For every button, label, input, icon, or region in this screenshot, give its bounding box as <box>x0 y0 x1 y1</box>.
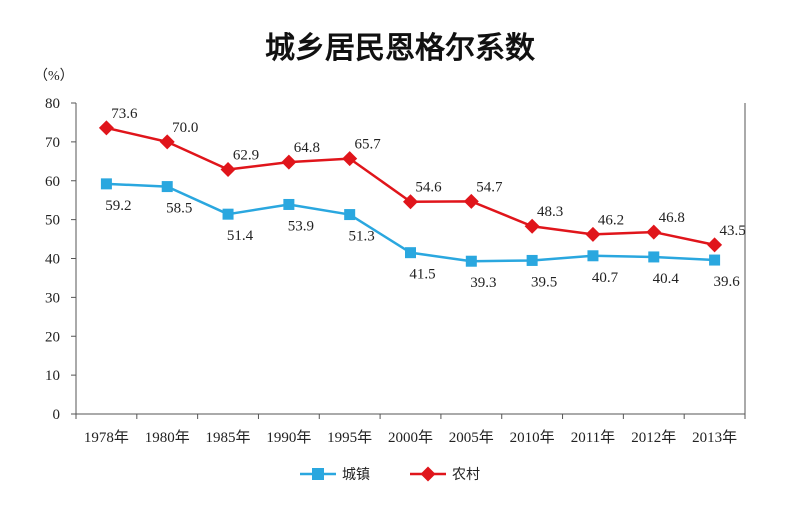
data-label: 54.6 <box>415 180 442 196</box>
chart-title: 城乡居民恩格尔系数 <box>265 31 536 66</box>
y-tick-label: 60 <box>45 174 60 190</box>
data-label: 51.3 <box>349 229 375 245</box>
y-tick-label: 40 <box>45 252 60 268</box>
data-label: 59.2 <box>105 198 131 214</box>
data-point <box>585 226 601 242</box>
data-point <box>646 224 662 240</box>
data-label: 46.2 <box>598 212 624 228</box>
x-tick-label: 1985年 <box>206 429 251 446</box>
data-point <box>161 181 173 193</box>
data-point <box>344 209 356 221</box>
legend-marker <box>312 468 324 480</box>
data-label: 41.5 <box>409 267 435 283</box>
y-tick-label: 70 <box>45 135 60 151</box>
data-label: 65.7 <box>355 137 382 153</box>
axes: 0 10 20 30 40 50 60 70 80 1978年 1980年 1985年 1990年 199… <box>45 96 746 446</box>
data-point <box>98 120 114 136</box>
data-label: 53.9 <box>288 218 314 234</box>
x-tick-label: 2012年 <box>631 429 676 446</box>
data-point <box>648 251 660 263</box>
series-城镇: 59.2 58.5 51.4 53.9 51.3 41.5 39.3 39.5 40.7 40.4… <box>100 178 740 291</box>
data-label: 64.8 <box>294 140 320 156</box>
data-label: 70.0 <box>172 120 198 136</box>
data-label: 39.5 <box>531 274 557 290</box>
y-tick-label: 10 <box>45 368 60 384</box>
data-label: 43.5 <box>719 223 745 239</box>
data-label: 54.7 <box>476 179 503 195</box>
data-point <box>222 208 234 220</box>
y-tick-label: 20 <box>45 329 60 345</box>
data-label: 39.6 <box>713 274 740 290</box>
x-tick-label: 1995年 <box>327 429 372 446</box>
x-tick-label: 2011年 <box>571 429 615 446</box>
data-point <box>281 154 297 170</box>
series-农村: 73.6 70.0 62.9 64.8 65.7 54.6 54.7 48.3 46.2 46.8… <box>98 106 746 253</box>
y-tick-label: 30 <box>45 290 60 306</box>
data-label: 46.8 <box>659 210 685 226</box>
data-point <box>100 178 112 190</box>
data-point <box>587 250 599 262</box>
data-point <box>159 134 175 150</box>
data-point <box>283 198 295 210</box>
x-tick-label: 2000年 <box>388 429 433 446</box>
data-label: 48.3 <box>537 204 563 220</box>
data-point <box>463 193 479 209</box>
y-tick-label: 50 <box>45 213 60 229</box>
data-label: 62.9 <box>233 147 259 163</box>
x-tick-label: 1990年 <box>266 429 311 446</box>
data-point <box>342 151 358 167</box>
legend-label: 农村 <box>452 467 480 483</box>
series-layer: 59.2 58.5 51.4 53.9 51.3 41.5 39.3 39.5 40.7 40.4… <box>98 106 746 291</box>
data-label: 73.6 <box>111 106 138 122</box>
legend-label: 城镇 <box>342 467 370 483</box>
data-point <box>524 218 540 234</box>
legend-marker <box>420 466 436 482</box>
data-point <box>526 254 538 266</box>
y-tick-label: 80 <box>45 96 60 112</box>
data-point <box>709 254 721 266</box>
data-point <box>405 247 416 259</box>
legend-item: 城镇 <box>300 467 370 483</box>
data-label: 40.7 <box>592 270 619 286</box>
y-tick-label: 0 <box>53 407 61 423</box>
y-axis-unit: （%） <box>34 68 74 84</box>
x-tick-label: 2010年 <box>510 429 555 446</box>
data-label: 51.4 <box>227 228 254 244</box>
x-tick-label: 1980年 <box>145 429 190 446</box>
data-label: 39.3 <box>470 275 496 291</box>
data-point <box>465 255 477 267</box>
data-label: 58.5 <box>166 201 192 217</box>
data-point <box>403 194 418 210</box>
legend: 城镇 农村 <box>300 466 480 483</box>
x-tick-label: 2013年 <box>692 429 737 446</box>
data-label: 40.4 <box>653 271 680 287</box>
x-tick-label: 2005年 <box>449 429 494 446</box>
data-point <box>220 161 236 177</box>
x-tick-label: 1978年 <box>84 429 129 446</box>
legend-item: 农村 <box>410 466 480 483</box>
data-point <box>707 237 723 253</box>
